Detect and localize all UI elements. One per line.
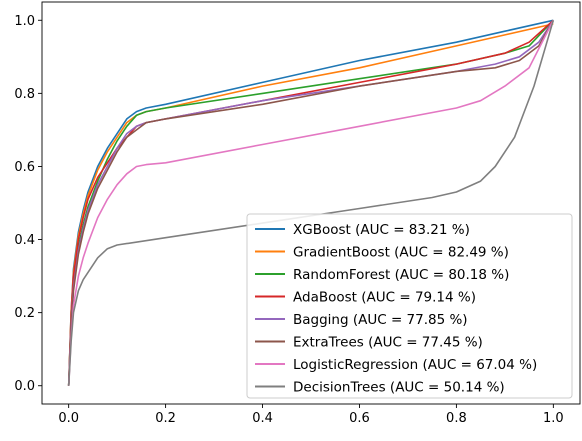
series-line-7 [67, 20, 555, 386]
legend-label-6: LogisticRegression (AUC = 67.04 %) [293, 357, 537, 373]
series-line-6 [67, 19, 555, 386]
y-tick-label: 1.0 [14, 14, 35, 29]
legend-label-2: RandomForest (AUC = 80.18 %) [293, 267, 509, 283]
legend-label-1: GradientBoost (AUC = 82.49 %) [293, 245, 509, 261]
legend-label-3: AdaBoost (AUC = 79.14 %) [293, 290, 476, 306]
x-tick-label: 0.2 [155, 411, 176, 426]
y-tick-label: 0.4 [14, 233, 35, 248]
series-line-5 [67, 19, 554, 386]
x-tick-label: 1.0 [543, 411, 564, 426]
y-tick-label: 0.0 [14, 379, 35, 394]
legend-box [246, 213, 573, 399]
legend-label-7: DecisionTrees (AUC = 50.14 %) [293, 380, 505, 396]
y-tick-label: 0.2 [14, 306, 35, 321]
y-tick-label: 0.6 [14, 160, 35, 175]
legend-label-0: XGBoost (AUC = 83.21 %) [293, 222, 470, 238]
legend-label-5: ExtraTrees (AUC = 77.45 %) [293, 335, 483, 351]
x-tick-label: 0.8 [446, 411, 467, 426]
legend-label-4: Bagging (AUC = 77.85 %) [293, 312, 468, 328]
x-tick-label: 0.4 [252, 411, 273, 426]
x-tick-label: 0.6 [349, 411, 370, 426]
x-tick-label: 0.0 [58, 411, 79, 426]
y-tick-label: 0.8 [14, 87, 35, 102]
axes-frame [41, 1, 581, 405]
